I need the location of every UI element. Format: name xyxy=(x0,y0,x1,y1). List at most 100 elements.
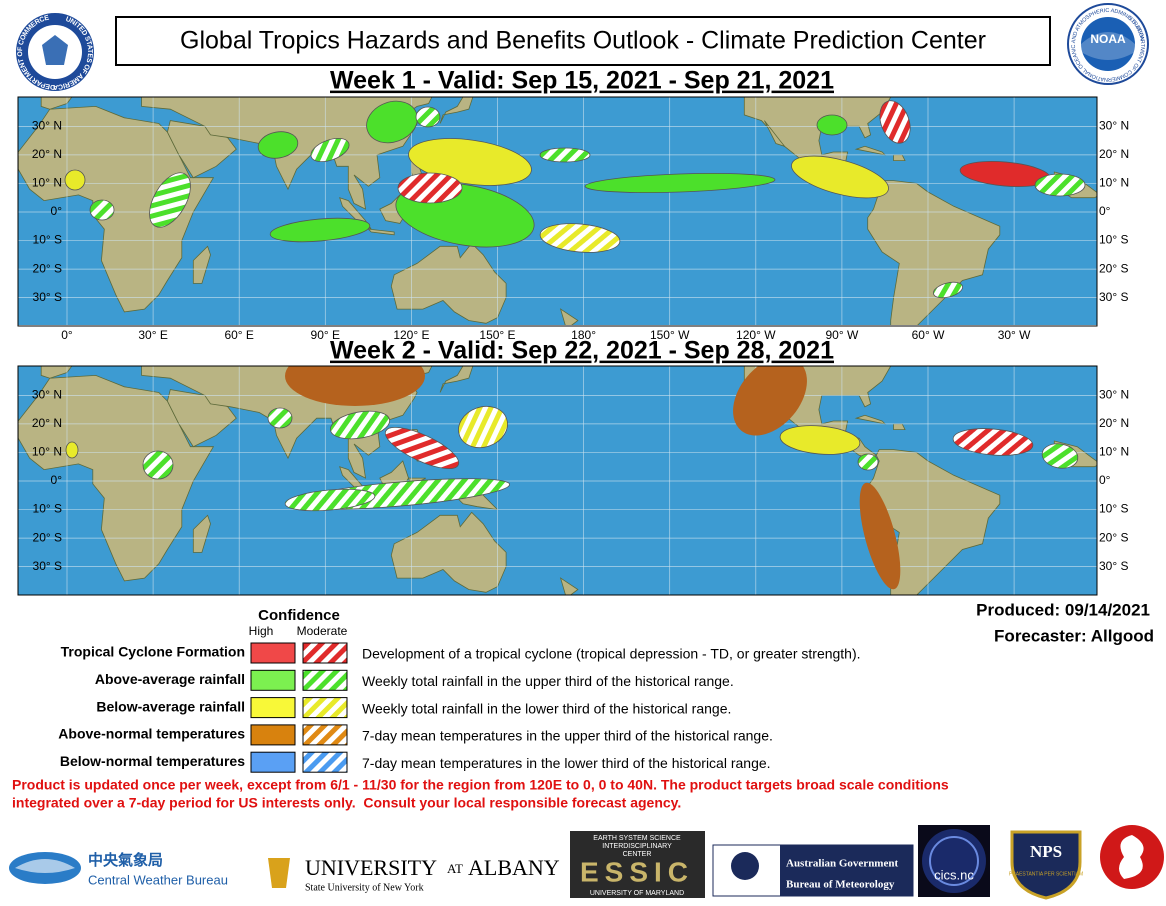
hazard-area xyxy=(384,426,460,470)
lon-label: 60° W xyxy=(912,328,945,342)
forecaster: Forecaster: Allgood xyxy=(994,626,1154,645)
legend: Tropical Cyclone Formation Development of… xyxy=(58,642,861,773)
hazard-area xyxy=(267,407,293,429)
logo-text: CENTER xyxy=(623,851,652,858)
disclaimer: integrated over a 7-day period for US in… xyxy=(12,795,681,811)
lon-label: 180° xyxy=(571,328,596,342)
legend-swatch xyxy=(302,669,348,691)
hazard-area xyxy=(284,488,376,512)
lat-label: 30° N xyxy=(32,119,62,133)
hazard-area xyxy=(539,223,621,253)
hazard-area xyxy=(857,453,879,471)
lat-label: 20° N xyxy=(32,416,62,430)
lon-label: 30° E xyxy=(138,328,167,342)
legend-swatch xyxy=(250,724,296,746)
land xyxy=(439,97,474,124)
lat-label: 30° N xyxy=(32,388,62,402)
land xyxy=(559,577,579,595)
lat-label: 10° N xyxy=(32,176,62,190)
hazard-area xyxy=(539,147,591,163)
logo-text: EARTH SYSTEM SCIENCE xyxy=(593,835,681,842)
logo-text: AT xyxy=(447,861,463,876)
lon-label: 0° xyxy=(61,328,73,342)
legend-swatch xyxy=(302,751,348,773)
hazard-area xyxy=(397,172,463,204)
hazard-area xyxy=(257,131,299,159)
hazard-area xyxy=(415,106,441,128)
legend-swatch xyxy=(250,669,296,691)
hazard-area xyxy=(329,410,391,440)
hazard-area xyxy=(952,428,1034,456)
land xyxy=(192,514,211,553)
legend-description: Weekly total rainfall in the upper third… xyxy=(362,673,734,689)
produced: Produced: 09/14/2021 xyxy=(976,600,1150,619)
lat-label: 20° S xyxy=(33,261,62,275)
lon-label: 90° E xyxy=(311,328,340,342)
logo-text: cics.nc xyxy=(934,867,974,882)
lon-label: 30° W xyxy=(998,328,1031,342)
land xyxy=(559,308,579,325)
lat-label: 0° xyxy=(51,473,63,487)
legend-label: Below-average rainfall xyxy=(96,698,245,714)
lat-label: 20° S xyxy=(1099,530,1128,544)
lat-label: 10° N xyxy=(1099,176,1129,190)
hazard-area xyxy=(89,199,115,221)
lon-label: 150° W xyxy=(650,328,690,342)
lat-label: 30° N xyxy=(1099,388,1129,402)
left-seal: DEPARTMENT OF COMMERCE UNITED STATES OF … xyxy=(14,11,96,93)
title-box xyxy=(115,16,1051,66)
lon-label: 120° E xyxy=(393,328,429,342)
logo-text: 中央氣象局 xyxy=(88,851,163,869)
week-title: Week 1 - Valid: Sep 15, 2021 - Sep 21, 2… xyxy=(330,67,834,95)
page-title: Global Tropics Hazards and Benefits Outl… xyxy=(180,27,986,55)
essic-logo: EARTH SYSTEM SCIENCE INTERDISCIPLINARY C… xyxy=(570,831,705,898)
legend-title: Confidence xyxy=(258,607,340,624)
disclaimer: Product is updated once per week, except… xyxy=(12,777,949,793)
legend-label: Below-normal temperatures xyxy=(60,753,245,769)
legend-label: Above-normal temperatures xyxy=(58,726,245,742)
logo-text: NPS xyxy=(1030,842,1062,861)
lat-label: 30° S xyxy=(1099,559,1128,573)
lat-label: 10° S xyxy=(1099,502,1128,516)
logo-text: Australian Government xyxy=(786,858,898,870)
land xyxy=(764,120,786,148)
albany-logo: UNIVERSITY AT ALBANY State University of… xyxy=(268,855,560,893)
map: 30° N 30° N 20° N 20° N 10° N 10° N 0° 0° 10° S 1… xyxy=(17,365,1129,596)
land xyxy=(40,366,73,379)
cwb-logo: 中央氣象局 Central Weather Bureau xyxy=(9,851,228,887)
hazard-area xyxy=(142,450,174,480)
temperature-area xyxy=(285,366,425,406)
legend-moderate: Moderate xyxy=(297,624,348,638)
hazard-area xyxy=(65,441,79,459)
legend-high: High xyxy=(249,624,274,638)
lon-label: 150° E xyxy=(479,328,515,342)
hazard-area xyxy=(149,172,191,228)
legend-description: Weekly total rainfall in the lower third… xyxy=(362,700,731,716)
logo-text: UNIVERSITY OF MARYLAND xyxy=(590,890,684,897)
hazard-area xyxy=(458,405,508,449)
map-frame xyxy=(17,96,1098,327)
hazard-area xyxy=(932,281,964,299)
land xyxy=(854,414,887,425)
logo-text: ESSIC xyxy=(580,856,694,887)
hazard-area xyxy=(366,100,418,144)
nps-logo: NPS PRAESTANTIA PER SCIENTIAM xyxy=(1009,830,1083,900)
hazard-area xyxy=(816,114,848,136)
map-frame xyxy=(17,365,1098,596)
lat-label: 20° N xyxy=(1099,416,1129,430)
logo-text: Central Weather Bureau xyxy=(88,872,228,887)
lat-label: 20° N xyxy=(32,147,62,161)
legend-description: Development of a tropical cyclone (tropi… xyxy=(362,646,861,662)
logo-text: State University of New York xyxy=(305,882,424,893)
lat-label: 30° S xyxy=(33,290,62,304)
noaa-text: NOAA xyxy=(1090,32,1126,46)
lon-label: 90° W xyxy=(825,328,858,342)
legend-description: 7-day mean temperatures in the lower thi… xyxy=(362,755,771,771)
hazard-area xyxy=(1034,173,1086,197)
bom-logo: Australian Government Bureau of Meteorol… xyxy=(712,844,914,897)
land xyxy=(40,97,73,110)
lat-label: 20° S xyxy=(33,530,62,544)
legend-swatch xyxy=(250,642,296,664)
legend-label: Tropical Cyclone Formation xyxy=(61,644,245,660)
